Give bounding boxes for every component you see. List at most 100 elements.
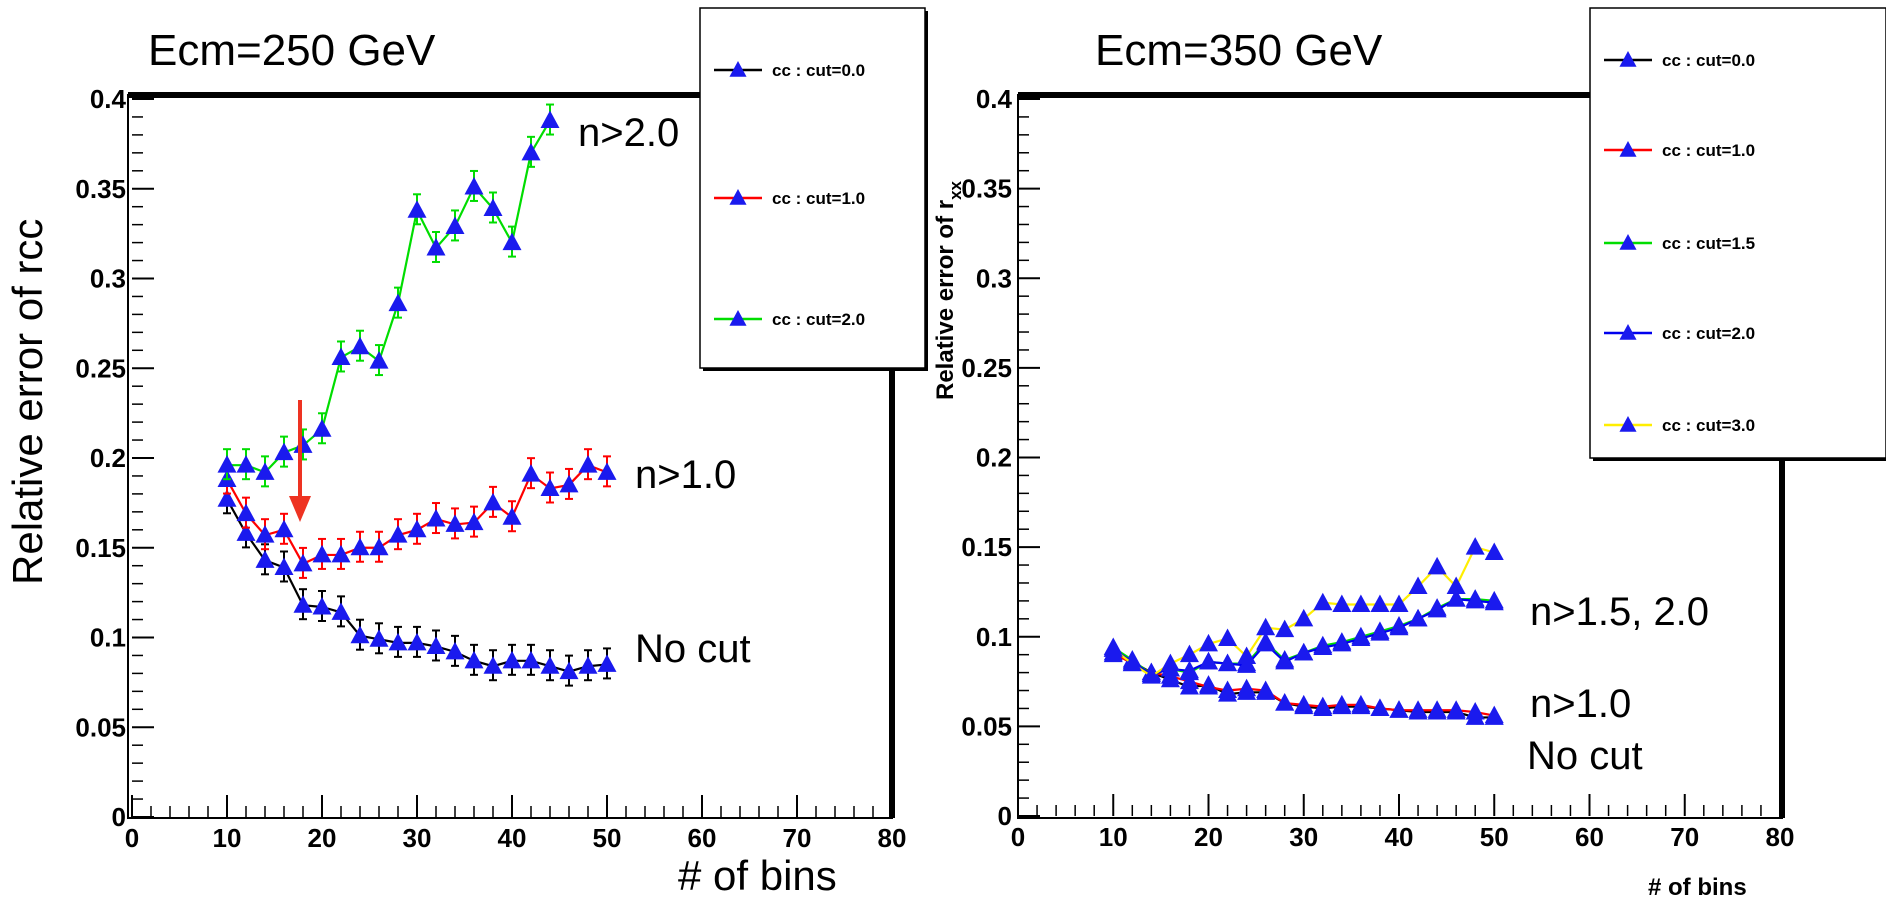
left-data-point bbox=[578, 455, 598, 473]
left-data-point bbox=[597, 462, 617, 480]
left-data-point bbox=[293, 553, 313, 572]
right-y-tick-label: 0.4 bbox=[976, 84, 1013, 114]
right-y-tick-label: 0.05 bbox=[961, 711, 1012, 741]
right-data-point bbox=[1389, 700, 1409, 718]
left-data-point bbox=[502, 232, 522, 251]
right-data-point bbox=[1256, 633, 1276, 652]
left-y-tick-label: 0.25 bbox=[75, 353, 126, 383]
left-data-point bbox=[312, 544, 332, 563]
left-x-tick-label: 60 bbox=[688, 823, 717, 853]
right-data-point bbox=[1256, 680, 1276, 699]
right-x-tick-label: 40 bbox=[1385, 822, 1414, 852]
left-y-tick-label: 0.1 bbox=[90, 623, 126, 653]
left-data-point bbox=[388, 632, 408, 651]
right-legend-marker bbox=[1619, 141, 1637, 157]
left-y-axis-title: Relative error of rcc bbox=[4, 219, 51, 585]
right-data-point bbox=[1275, 693, 1295, 711]
right-data-point bbox=[1179, 671, 1199, 690]
left-data-point bbox=[445, 514, 465, 532]
left-data-point bbox=[369, 351, 389, 369]
left-data-point bbox=[445, 641, 465, 660]
right-data-point bbox=[1332, 633, 1352, 652]
right-data-point bbox=[1484, 705, 1504, 724]
right-x-tick-label: 30 bbox=[1289, 822, 1318, 852]
left-data-point bbox=[445, 216, 465, 234]
right-data-point bbox=[1103, 639, 1123, 657]
left-data-point bbox=[407, 519, 427, 538]
left-data-point bbox=[255, 462, 275, 480]
right-chart-title: Ecm=350 GeV bbox=[1095, 26, 1383, 75]
left-legend-marker bbox=[729, 310, 747, 326]
right-data-point bbox=[1256, 617, 1276, 636]
left-data-point bbox=[521, 650, 541, 669]
right-series-4 bbox=[1103, 537, 1504, 684]
right-data-point bbox=[1446, 576, 1466, 595]
left-data-point bbox=[597, 654, 617, 672]
right-data-point bbox=[1199, 651, 1218, 670]
left-data-point bbox=[255, 550, 275, 568]
left-data-point bbox=[540, 478, 560, 497]
right-annotation-no-cut: No cut bbox=[1527, 734, 1643, 778]
right-data-point bbox=[1313, 592, 1333, 611]
left-x-tick-label: 20 bbox=[308, 823, 337, 853]
right-data-point bbox=[1122, 653, 1142, 672]
right-x-tick-label: 50 bbox=[1480, 822, 1509, 852]
right-data-point bbox=[1446, 700, 1466, 718]
left-data-point bbox=[217, 455, 237, 473]
left-data-point bbox=[502, 507, 522, 525]
left-y-tick-label: 0 bbox=[112, 802, 126, 832]
right-x-axis-title: # of bins bbox=[1648, 874, 1747, 901]
right-data-point bbox=[1484, 542, 1504, 561]
right-data-point bbox=[1275, 651, 1295, 670]
left-y-tick-label: 0.15 bbox=[75, 533, 126, 563]
right-y-tick-label: 0.35 bbox=[961, 174, 1012, 204]
left-data-point bbox=[369, 537, 389, 556]
right-data-point bbox=[1179, 660, 1199, 679]
right-data-point bbox=[1294, 694, 1314, 713]
left-series-2 bbox=[217, 103, 560, 488]
left-chart-title: Ecm=250 GeV bbox=[148, 26, 436, 75]
left-series-line bbox=[227, 119, 551, 474]
left-data-point bbox=[312, 596, 332, 615]
right-data-point bbox=[1465, 537, 1485, 555]
right-legend-marker bbox=[1619, 324, 1637, 340]
right-data-point bbox=[1389, 617, 1409, 636]
right-data-point bbox=[1446, 589, 1466, 607]
right-data-point bbox=[1332, 594, 1352, 612]
left-data-point bbox=[407, 200, 427, 218]
right-data-point bbox=[1275, 619, 1295, 638]
left-data-point bbox=[274, 519, 294, 538]
left-chart: 0 0.05 0.1 0.15 0.2 0.25 0.3 0.35 0.4 0 10 20 30 40 50… bbox=[75, 7, 928, 853]
left-x-tick-label: 30 bbox=[403, 823, 432, 853]
right-y-axis-title-subscript: xx bbox=[946, 180, 965, 199]
right-data-point bbox=[1199, 633, 1218, 652]
left-data-point bbox=[331, 602, 351, 620]
right-data-point bbox=[1218, 653, 1238, 672]
right-x-tick-label: 20 bbox=[1194, 822, 1223, 852]
right-data-point bbox=[1141, 666, 1161, 684]
left-data-point bbox=[236, 455, 256, 473]
left-data-point bbox=[464, 176, 484, 195]
right-data-point bbox=[1370, 623, 1390, 641]
right-data-point bbox=[1313, 696, 1333, 715]
left-data-point bbox=[426, 237, 446, 256]
right-data-point bbox=[1237, 646, 1257, 664]
left-data-point bbox=[236, 503, 256, 522]
right-data-point bbox=[1160, 653, 1180, 672]
right-data-point bbox=[1351, 694, 1371, 713]
right-data-point bbox=[1313, 637, 1333, 656]
left-legend-label: cc : cut=2.0 bbox=[772, 310, 865, 329]
left-data-point bbox=[350, 625, 370, 644]
left-y-tick-label: 0.4 bbox=[90, 84, 127, 114]
right-data-point bbox=[1465, 590, 1485, 609]
right-data-point bbox=[1237, 678, 1257, 697]
right-data-point bbox=[1179, 644, 1199, 663]
left-annotation-no-cut: No cut bbox=[635, 627, 751, 671]
right-data-point bbox=[1294, 642, 1314, 661]
left-data-point bbox=[483, 492, 503, 511]
right-chart: 0 0.05 0.1 0.15 0.2 0.25 0.3 0.35 0.4 0 10 20 30 40 50… bbox=[961, 7, 1886, 852]
left-x-tick-label: 50 bbox=[593, 823, 622, 853]
left-data-point bbox=[502, 650, 522, 669]
right-y-tick-label: 0.25 bbox=[961, 353, 1012, 383]
